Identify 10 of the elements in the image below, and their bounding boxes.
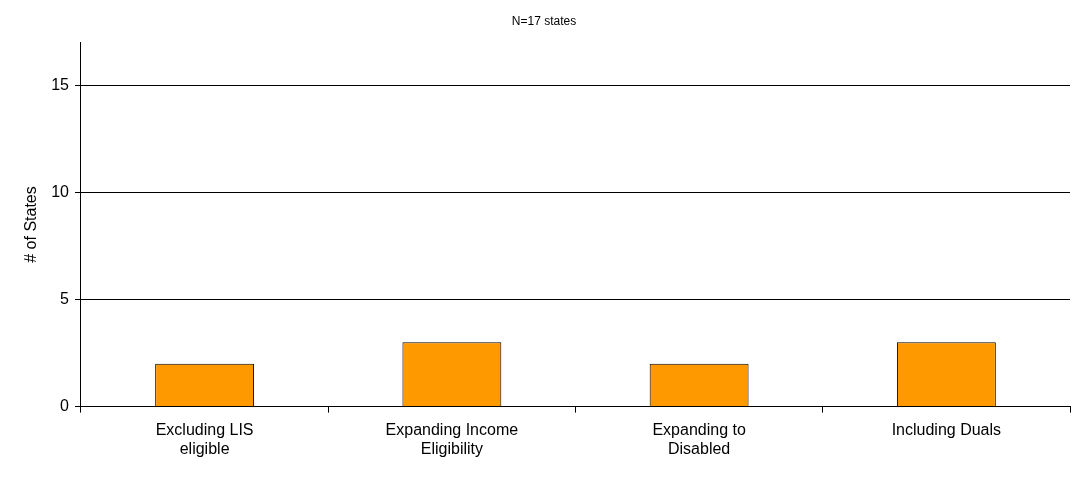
x-tick-label: Expanding Income Eligibility [385, 420, 519, 457]
x-tick-label: Including Duals [891, 420, 1002, 438]
x-tick-label: Expanding to Disabled [652, 420, 746, 457]
y-axis-title: # of States [22, 186, 40, 263]
y-tick-label: 5 [60, 289, 70, 307]
y-tick-label: 15 [51, 75, 70, 93]
y-tick-label: 0 [60, 397, 70, 415]
y-tick-label: 10 [51, 182, 70, 200]
x-tick-label: Excluding LIS eligible [155, 420, 254, 457]
chart-title: N=17 states [511, 13, 577, 28]
